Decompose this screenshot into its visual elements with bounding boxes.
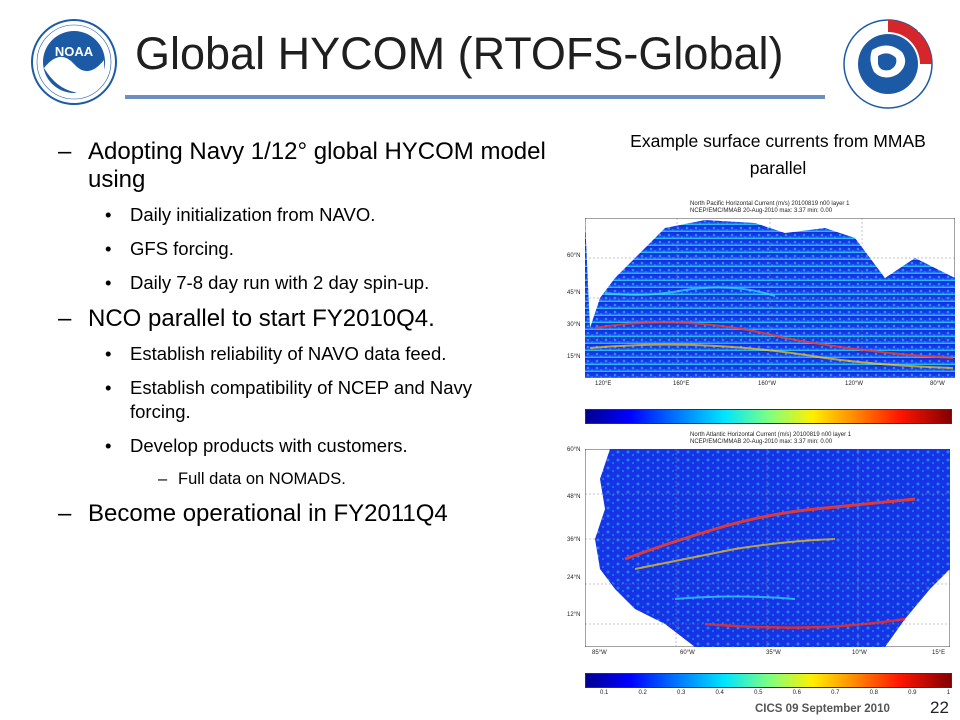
bullet-marker: • bbox=[105, 377, 112, 398]
atlantic-lon-label: 35°W bbox=[766, 650, 781, 656]
pacific-map-header-1: North Pacific Horizontal Current (m/s) 2… bbox=[690, 201, 850, 207]
colorbar-tick: 0.4 bbox=[715, 690, 724, 696]
bullet-marker: • bbox=[105, 435, 112, 456]
svg-text:W: W bbox=[916, 21, 928, 35]
atlantic-lat-label: 48°N bbox=[567, 494, 581, 500]
bullet-marker: – bbox=[58, 500, 72, 527]
pacific-colorbar bbox=[585, 409, 952, 424]
atlantic-lat-label: 60°N bbox=[567, 447, 581, 453]
atlantic-map-header-1: North Atlantic Horizontal Current (m/s) … bbox=[690, 432, 852, 438]
colorbar-tick: 0.5 bbox=[754, 690, 763, 696]
bullet-item: – Full data on NOMADS. bbox=[58, 468, 558, 490]
bullet-list: – Adopting Navy 1/12° global HYCOM model… bbox=[58, 138, 558, 537]
atlantic-lon-label: 10°W bbox=[852, 650, 867, 656]
atlantic-lat-label: 12°N bbox=[567, 612, 581, 618]
nws-logo: W bbox=[843, 19, 933, 109]
colorbar-tick: 0.3 bbox=[677, 690, 686, 696]
bullet-marker: • bbox=[105, 272, 112, 293]
slide-footer: CICS 09 September 2010 bbox=[755, 703, 890, 715]
bullet-text: Develop products with customers. bbox=[130, 435, 408, 456]
bullet-item: • Establish compatibility of NCEP and Na… bbox=[58, 376, 530, 424]
pacific-map-header-2: NCEP/EMC/MMAB 20-Aug-2010 max: 3.37 min:… bbox=[690, 208, 833, 214]
atlantic-map-header-2: NCEP/EMC/MMAB 20-Aug-2010 max: 3.37 min:… bbox=[690, 439, 833, 445]
atlantic-current-map bbox=[585, 449, 950, 647]
bullet-text: Adopting Navy 1/12° global HYCOM model u… bbox=[88, 138, 546, 193]
bullet-marker: • bbox=[105, 343, 112, 364]
pacific-lon-label: 160°W bbox=[758, 381, 777, 387]
noaa-logo: NOAA bbox=[31, 19, 117, 105]
colorbar-tick: 0.7 bbox=[831, 690, 840, 696]
colorbar-tick: 0.2 bbox=[638, 690, 647, 696]
bullet-marker: • bbox=[105, 238, 112, 259]
pacific-lat-label: 45°N bbox=[567, 290, 581, 296]
page-number: 22 bbox=[930, 698, 949, 717]
pacific-lat-label: 60°N bbox=[567, 253, 581, 259]
bullet-item: • Develop products with customers. bbox=[58, 434, 530, 458]
atlantic-colorbar bbox=[585, 673, 952, 688]
bullet-item: – Become operational in FY2011Q4 bbox=[58, 500, 558, 528]
bullet-text: Daily initialization from NAVO. bbox=[130, 204, 376, 225]
title-divider bbox=[125, 95, 825, 99]
pacific-lon-label: 120°E bbox=[595, 381, 612, 387]
bullet-marker: – bbox=[158, 470, 168, 488]
bullet-text: Full data on NOMADS. bbox=[178, 470, 346, 488]
noaa-logo-label: NOAA bbox=[55, 44, 94, 59]
atlantic-lat-label: 24°N bbox=[567, 575, 581, 581]
colorbar-tick: 0.6 bbox=[792, 690, 801, 696]
pacific-current-map bbox=[585, 218, 955, 378]
pacific-lat-label: 30°N bbox=[567, 322, 581, 328]
bullet-text: Daily 7-8 day run with 2 day spin-up. bbox=[130, 272, 430, 293]
bullet-marker: – bbox=[58, 305, 72, 332]
colorbar-tick: 0.1 bbox=[600, 690, 609, 696]
bullet-text: NCO parallel to start FY2010Q4. bbox=[88, 305, 435, 332]
bullet-text: Establish compatibility of NCEP and Navy… bbox=[130, 377, 473, 422]
pacific-lon-label: 120°W bbox=[845, 381, 864, 387]
colorbar-ticks: 0.1 0.2 0.3 0.4 0.5 0.6 0.7 0.8 0.9 1 bbox=[600, 690, 950, 696]
bullet-text: Become operational in FY2011Q4 bbox=[88, 500, 448, 527]
atlantic-lat-label: 36°N bbox=[567, 537, 581, 543]
slide-title: Global HYCOM (RTOFS-Global) bbox=[135, 28, 784, 79]
atlantic-lon-label: 60°W bbox=[680, 650, 695, 656]
bullet-text: Establish reliability of NAVO data feed. bbox=[130, 343, 447, 364]
bullet-marker: – bbox=[58, 138, 72, 165]
atlantic-lon-label: 85°W bbox=[592, 650, 607, 656]
figure-caption: Example surface currents from MMAB paral… bbox=[630, 131, 926, 178]
pacific-lon-label: 160°E bbox=[673, 381, 690, 387]
colorbar-tick: 0.8 bbox=[869, 690, 878, 696]
bullet-item: • Daily 7-8 day run with 2 day spin-up. bbox=[58, 271, 530, 295]
pacific-lon-label: 80°W bbox=[930, 381, 945, 387]
bullet-item: • GFS forcing. bbox=[58, 237, 530, 261]
atlantic-lon-label: 15°E bbox=[932, 650, 946, 656]
bullet-item: • Daily initialization from NAVO. bbox=[58, 203, 530, 227]
bullet-text: GFS forcing. bbox=[130, 238, 234, 259]
colorbar-tick: 0.9 bbox=[908, 690, 917, 696]
colorbar-tick: 1 bbox=[946, 690, 950, 696]
bullet-marker: • bbox=[105, 204, 112, 225]
bullet-item: – NCO parallel to start FY2010Q4. bbox=[58, 305, 558, 333]
bullet-item: • Establish reliability of NAVO data fee… bbox=[58, 342, 530, 366]
pacific-lat-label: 15°N bbox=[567, 354, 581, 360]
bullet-item: – Adopting Navy 1/12° global HYCOM model… bbox=[58, 138, 558, 194]
